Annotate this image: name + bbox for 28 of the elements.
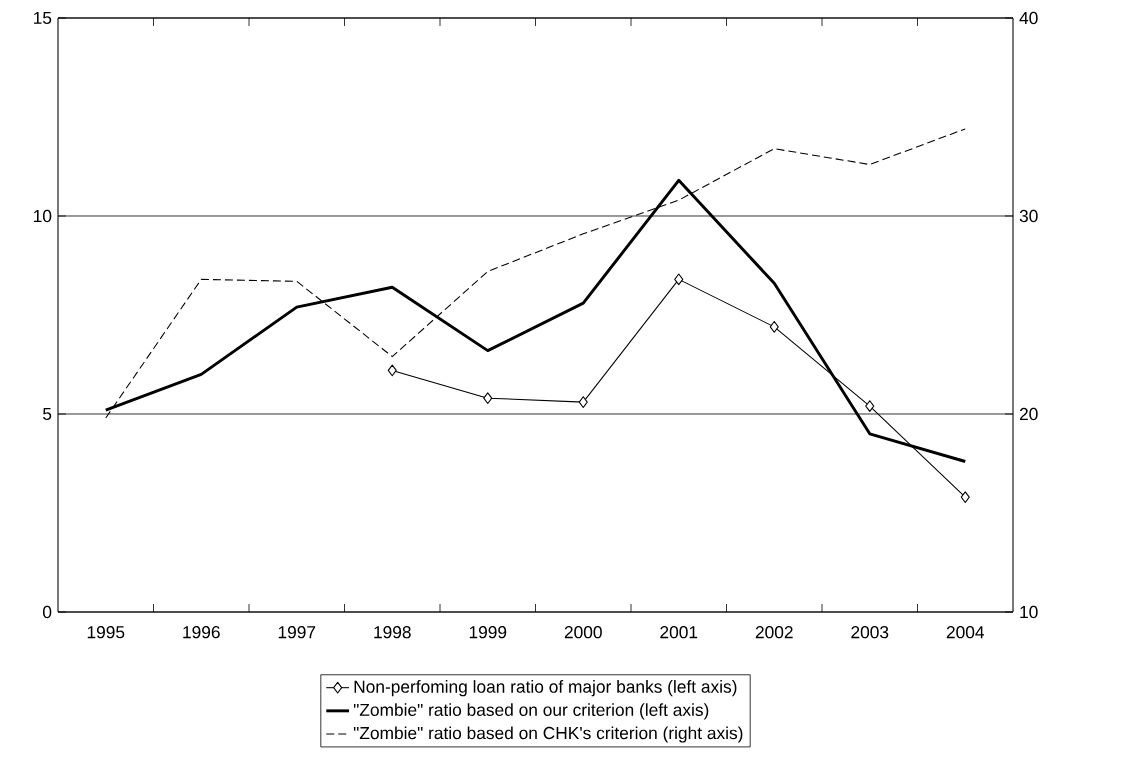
point [674, 273, 684, 286]
x-tick-label: 1995 [87, 626, 125, 639]
point [387, 364, 397, 377]
y-tick-label: 15 [33, 11, 52, 25]
x-tick-label: 2000 [564, 626, 602, 639]
point [960, 491, 970, 504]
x-tick-label: 1998 [374, 626, 411, 639]
x-tick-label: 1999 [469, 626, 507, 639]
point [578, 396, 588, 408]
y-tick-label: 0 [42, 605, 52, 619]
x-tick-label: 1997 [278, 626, 316, 639]
x-tick-label: 1996 [183, 626, 220, 639]
x-tick-label: 2004 [946, 626, 985, 639]
y2-tick-label: 20 [1019, 407, 1038, 421]
point [865, 400, 875, 412]
x-tick-label: 2002 [755, 626, 793, 639]
y-tick-label: 10 [33, 209, 52, 223]
point [769, 321, 779, 333]
y2-tick-label: 40 [1019, 11, 1038, 25]
y2-tick-label: 10 [1020, 605, 1038, 619]
legend-label: Non-perfoming loan ratio of major banks (left axis) [354, 680, 737, 697]
y-tick-label: 5 [43, 407, 52, 421]
y2-tick-label: 30 [1019, 209, 1038, 223]
x-tick-label: 2001 [660, 626, 698, 639]
x-tick-label: 2003 [851, 626, 889, 639]
legend-label: "Zombie" ratio based on CHK's criterion (right axis) [353, 726, 743, 743]
point [483, 392, 493, 405]
legend-label: "Zombie" ratio based on our criterion (left axis) [353, 703, 709, 720]
